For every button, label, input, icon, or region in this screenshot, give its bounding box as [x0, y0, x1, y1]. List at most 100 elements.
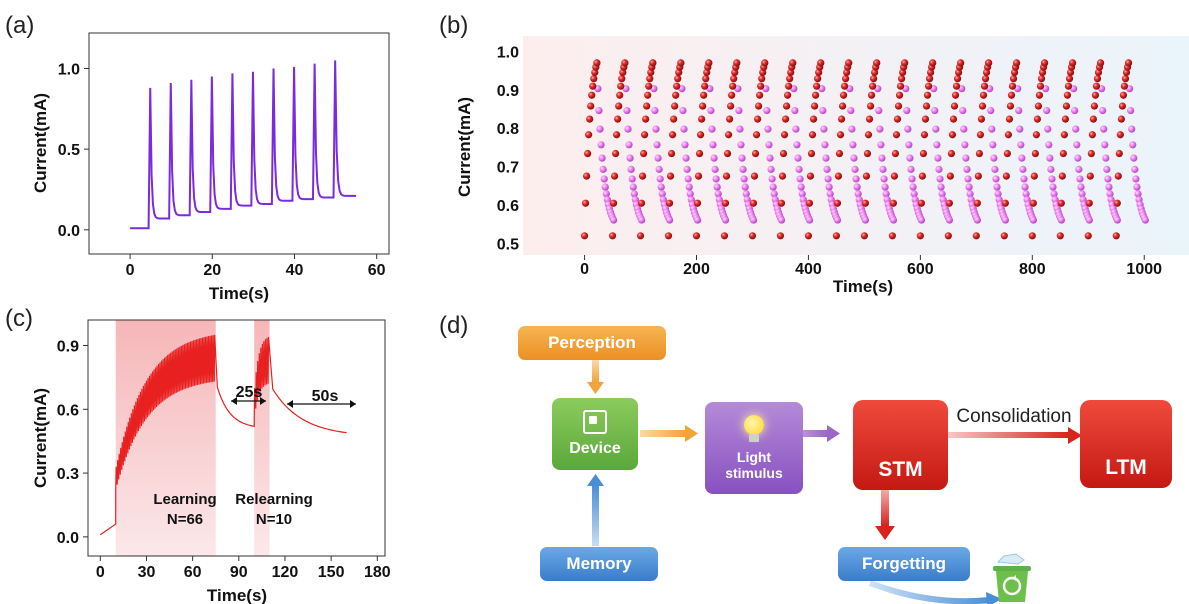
- data-point: [889, 199, 898, 207]
- data-point: [727, 102, 735, 110]
- data-point: [809, 115, 818, 123]
- data-point: [936, 175, 944, 183]
- data-point: [640, 149, 648, 158]
- data-point: [1127, 106, 1135, 115]
- data-point: [951, 91, 960, 99]
- data-point: [990, 154, 998, 162]
- data-point: [765, 141, 773, 149]
- data-point: [674, 75, 682, 83]
- data-point: [769, 183, 777, 191]
- data-point: [963, 165, 971, 173]
- arrow-perception-device: [592, 360, 599, 382]
- data-point: [1104, 175, 1112, 183]
- data-point: [1118, 102, 1126, 110]
- data-point: [869, 82, 877, 90]
- data-point: [1041, 59, 1049, 67]
- data-point: [867, 91, 876, 99]
- data-point: [1077, 183, 1085, 191]
- data-point: [713, 183, 721, 191]
- data-point: [906, 154, 914, 162]
- data-point: [629, 183, 637, 191]
- panel-label-d: (d): [439, 312, 469, 339]
- data-point: [708, 125, 716, 133]
- data-point: [865, 115, 874, 123]
- data-point: [949, 115, 958, 123]
- arrowhead: [1068, 427, 1082, 444]
- data-point: [808, 131, 817, 139]
- data-point: [686, 190, 694, 198]
- data-point: [1092, 82, 1101, 90]
- data-point: [804, 232, 813, 240]
- data-point: [617, 82, 625, 90]
- data-point: [945, 199, 953, 207]
- chart-a: 0 20 40 60 0.0 0.5 1.0 Time(s) Current(mA): [31, 32, 390, 303]
- data-point: [777, 199, 786, 207]
- data-point: [849, 141, 857, 149]
- arrow-stm-ltm: [948, 432, 1068, 438]
- data-point: [1050, 190, 1058, 198]
- data-point: [929, 59, 937, 67]
- arrow-memory-device: [592, 486, 599, 546]
- data-point: [819, 106, 827, 115]
- gap-label-50s: 50s: [312, 388, 339, 405]
- data-point: [652, 125, 660, 133]
- data-point: [862, 172, 871, 180]
- data-point: [817, 59, 825, 67]
- arrow-forgetting-bin: [868, 580, 991, 604]
- data-point: [1045, 141, 1053, 149]
- data-point: [1049, 183, 1057, 191]
- data-point: [838, 102, 847, 110]
- data-point: [825, 183, 833, 191]
- data-point: [636, 232, 645, 240]
- data-point: [1005, 115, 1014, 123]
- data-point: [866, 102, 875, 110]
- data-point: [1071, 106, 1079, 115]
- data-point: [1019, 165, 1027, 173]
- data-point: [797, 183, 805, 191]
- x-tick-label: 180: [364, 564, 391, 581]
- data-point: [610, 172, 619, 180]
- data-point: [981, 75, 990, 83]
- data-point: [1057, 216, 1065, 224]
- data-point: [973, 216, 982, 224]
- arrow-stm-forgetting: [881, 488, 889, 526]
- data-point: [848, 125, 856, 133]
- data-point: [1000, 232, 1008, 240]
- data-point: [1124, 59, 1133, 67]
- data-point: [1068, 59, 1077, 67]
- data-point: [933, 141, 941, 149]
- x-tick-label: 90: [230, 564, 248, 581]
- data-point: [670, 115, 678, 123]
- relearning-count: N=10: [256, 511, 292, 528]
- forgetting-box: Forgetting: [838, 547, 970, 581]
- data-point: [822, 154, 830, 162]
- arrowhead: [685, 425, 698, 442]
- data-point: [1132, 175, 1140, 183]
- data-point: [1033, 115, 1042, 123]
- data-point: [793, 141, 801, 149]
- data-point: [695, 149, 704, 158]
- data-point: [946, 172, 954, 180]
- data-point: [860, 232, 868, 240]
- data-point: [720, 232, 729, 240]
- data-point: [1048, 175, 1056, 183]
- data-point: [957, 59, 965, 67]
- plot-frame: [87, 319, 386, 557]
- data-point: [614, 115, 622, 123]
- data-point: [845, 59, 853, 67]
- ltm-label: LTM: [1105, 456, 1147, 479]
- x-tick-label: 600: [907, 261, 934, 278]
- data-point: [1036, 82, 1045, 90]
- data-point: [881, 183, 889, 191]
- data-point: [580, 232, 589, 240]
- data-point: [666, 172, 675, 180]
- data-point: [649, 59, 657, 67]
- data-point: [654, 154, 662, 162]
- data-point: [783, 102, 791, 110]
- relearning-label: Relearning: [235, 491, 313, 508]
- data-point: [1102, 154, 1110, 162]
- data-point: [789, 59, 797, 67]
- data-point: [785, 82, 793, 90]
- data-point: [907, 165, 915, 173]
- data-point: [626, 154, 634, 162]
